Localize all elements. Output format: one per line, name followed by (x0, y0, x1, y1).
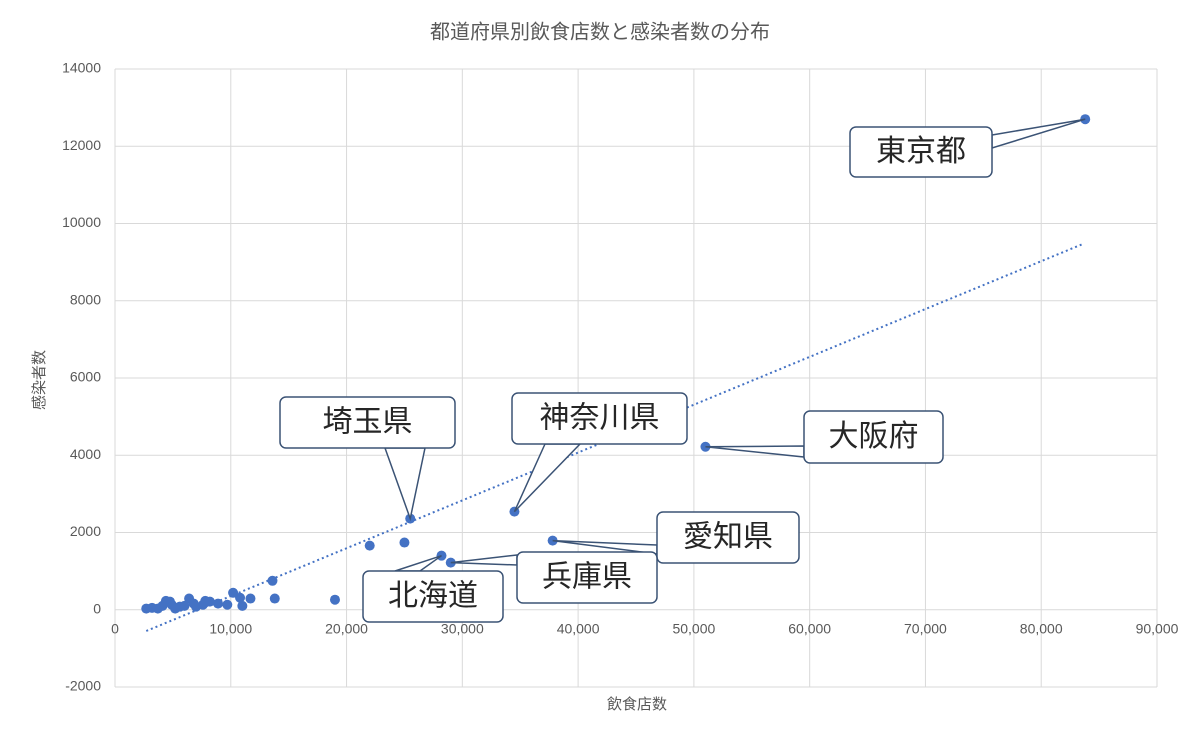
x-tick-label: 50,000 (672, 621, 715, 637)
data-point (188, 598, 199, 609)
x-tick-label: 60,000 (788, 621, 831, 637)
callout-label: 兵庫県 (542, 560, 632, 593)
y-tick-label: -2000 (65, 678, 101, 694)
y-axis-title: 感染者数 (31, 350, 48, 410)
y-tick-label: 4000 (70, 446, 101, 462)
callout-pointer (394, 554, 442, 572)
x-tick-label: 70,000 (904, 621, 947, 637)
data-point (170, 603, 181, 614)
chart-title: 都道府県別飲食店数と感染者数の分布 (430, 20, 770, 43)
callout-label: 愛知県 (683, 520, 773, 553)
callout-box (849, 126, 993, 178)
y-tick-label: 12000 (62, 137, 101, 153)
data-point (235, 592, 246, 603)
callout-box (511, 392, 688, 445)
x-tick-label: 10,000 (209, 621, 252, 637)
data-point (141, 603, 152, 614)
x-tick-label: 30,000 (441, 621, 484, 637)
data-point (364, 540, 375, 551)
callout-label: 埼玉県 (323, 405, 413, 438)
callout-box (656, 511, 800, 564)
x-tick-label: 80,000 (1020, 621, 1063, 637)
callout-box (362, 570, 504, 623)
callout-pointer (513, 443, 582, 513)
data-point (269, 593, 280, 604)
x-tick-label: 90,000 (1136, 621, 1179, 637)
data-point (213, 598, 224, 609)
y-tick-label: 2000 (70, 523, 101, 539)
x-axis-title: 飲食店数 (607, 696, 667, 713)
callout-box (279, 396, 456, 449)
data-point (245, 593, 256, 604)
data-point (267, 575, 278, 586)
callout-pointer (383, 447, 426, 522)
data-point (399, 537, 410, 548)
x-tick-label: 0 (111, 621, 119, 637)
data-point (228, 587, 239, 598)
callout-label: 東京都 (876, 135, 966, 168)
callout-box (516, 551, 658, 604)
data-point (329, 594, 340, 605)
callout-pointer (991, 118, 1086, 150)
data-point (237, 600, 248, 611)
y-tick-label: 10000 (62, 214, 101, 230)
callout-pointer (450, 554, 518, 566)
y-tick-label: 6000 (70, 369, 101, 385)
y-tick-label: 8000 (70, 291, 101, 307)
data-point (222, 599, 233, 610)
y-tick-label: 14000 (62, 60, 101, 76)
callout-label: 北海道 (388, 579, 478, 612)
callout-label: 神奈川県 (540, 401, 660, 434)
y-tick-label: 0 (93, 600, 101, 616)
x-tick-label: 40,000 (557, 621, 600, 637)
x-tick-label: 20,000 (325, 621, 368, 637)
callout-box (803, 410, 944, 464)
callout-label: 大阪府 (829, 420, 919, 453)
